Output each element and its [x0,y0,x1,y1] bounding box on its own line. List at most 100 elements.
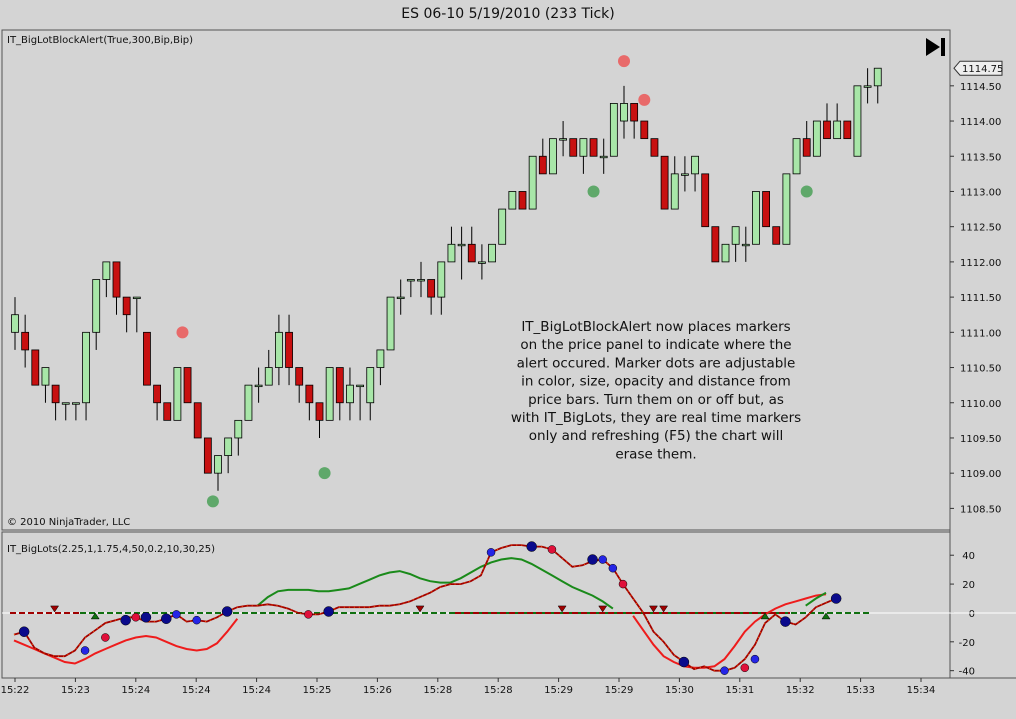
candlestick[interactable] [609,103,618,157]
candlestick[interactable] [274,314,283,386]
candlestick[interactable] [72,402,80,421]
candlestick[interactable] [132,296,141,333]
candlestick[interactable] [599,138,608,174]
candlestick[interactable] [447,226,456,263]
candlestick[interactable] [335,367,344,421]
candlestick[interactable] [264,349,273,386]
candlestick[interactable] [366,367,375,421]
up-candle-body [457,243,466,247]
candlestick[interactable] [873,67,882,104]
candlestick[interactable] [843,120,852,140]
candlestick[interactable] [467,226,476,263]
up-candle-body [61,402,70,405]
candlestick[interactable] [82,331,90,421]
candlestick[interactable] [285,314,293,386]
candlestick[interactable] [488,243,496,263]
candlestick[interactable] [772,226,781,245]
candlestick[interactable] [833,103,842,140]
candlestick[interactable] [670,156,679,210]
candlestick[interactable] [620,85,628,139]
candlestick[interactable] [214,455,222,491]
candlestick[interactable] [173,367,182,421]
candlestick[interactable] [386,296,395,351]
price-axis-label: 1114.50 [960,82,1001,93]
osc-dot-marker [618,579,628,589]
candlestick[interactable] [802,121,811,157]
candlestick[interactable] [396,279,405,315]
candlestick[interactable] [122,296,131,333]
candlestick[interactable] [457,226,466,280]
candlestick[interactable] [559,121,567,157]
candlestick[interactable] [224,437,233,474]
candlestick[interactable] [508,191,517,210]
skip-bar [941,38,945,56]
candlestick[interactable] [51,384,60,421]
down-candle-body [660,155,669,210]
candlestick[interactable] [203,437,212,474]
candlestick[interactable] [153,384,162,421]
candlestick[interactable] [427,279,436,315]
candlestick[interactable] [143,331,151,386]
candlestick[interactable] [681,156,689,192]
candlestick[interactable] [102,261,111,298]
candlestick[interactable] [752,191,760,245]
candlestick[interactable] [244,384,253,421]
price-indicator-label: IT_BigLotBlockAlert(True,300,Bip,Bip) [7,35,193,46]
candlestick[interactable] [254,367,263,403]
candlestick[interactable] [437,261,446,315]
price-panel[interactable] [1,29,951,531]
candlestick[interactable] [731,226,740,262]
up-candle-body [264,367,273,386]
candlestick[interactable] [640,120,649,140]
candlestick[interactable] [163,402,172,421]
candlestick[interactable] [376,349,385,386]
candlestick[interactable] [792,138,801,175]
candlestick[interactable] [721,243,730,263]
candlestick[interactable] [863,68,872,104]
candlestick[interactable] [183,367,192,404]
down-candle-body [762,191,770,228]
candlestick[interactable] [853,85,862,157]
candlestick[interactable] [193,402,202,439]
candlestick[interactable] [477,244,486,280]
candlestick[interactable] [589,138,598,157]
candlestick[interactable] [630,103,639,139]
candlestick[interactable] [701,173,710,228]
candlestick[interactable] [691,155,699,192]
candlestick[interactable] [92,279,101,350]
candlestick[interactable] [762,191,770,228]
candlestick[interactable] [61,402,70,421]
candlestick[interactable] [406,279,415,298]
candlestick[interactable] [812,120,821,157]
candlestick[interactable] [569,138,578,157]
candlestick[interactable] [660,155,669,210]
candlestick[interactable] [711,226,720,263]
candlestick[interactable] [741,226,750,262]
candlestick[interactable] [112,261,121,315]
candlestick[interactable] [650,138,659,157]
candlestick[interactable] [782,173,791,245]
candlestick[interactable] [346,367,354,421]
skip-to-end-icon[interactable] [926,38,945,56]
osc-dot-marker [678,656,690,668]
candlestick[interactable] [528,155,537,210]
candlestick[interactable] [21,314,30,368]
candlestick[interactable] [234,419,243,456]
candlestick[interactable] [498,208,507,245]
candlestick[interactable] [295,367,304,403]
candlestick[interactable] [538,138,547,175]
candlestick[interactable] [305,384,314,421]
candlestick[interactable] [549,138,557,175]
up-candle-body [254,384,263,388]
candlestick[interactable] [325,367,334,421]
candlestick[interactable] [356,384,365,421]
candlestick[interactable] [41,367,50,403]
candlestick[interactable] [417,261,425,298]
candlestick[interactable] [31,349,40,386]
candlestick[interactable] [518,191,527,210]
candlestick[interactable] [315,402,324,438]
candlestick[interactable] [11,297,19,350]
candlestick[interactable] [579,138,588,174]
candlestick[interactable] [823,103,831,140]
